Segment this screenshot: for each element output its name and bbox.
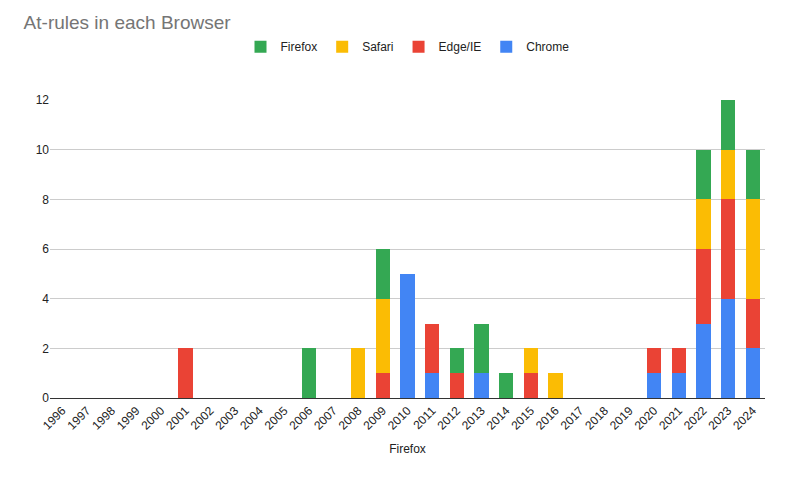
svg-text:4: 4	[42, 292, 49, 306]
svg-text:2021: 2021	[656, 404, 685, 433]
svg-text:Safari: Safari	[362, 40, 393, 54]
svg-text:6: 6	[42, 242, 49, 256]
svg-text:2008: 2008	[336, 404, 365, 433]
svg-text:2004: 2004	[237, 404, 266, 433]
svg-text:1996: 1996	[40, 404, 69, 433]
svg-text:Edge/IE: Edge/IE	[439, 40, 482, 54]
svg-text:At-rules in each Browser: At-rules in each Browser	[24, 12, 232, 33]
svg-text:1999: 1999	[114, 404, 143, 433]
svg-text:2006: 2006	[286, 404, 315, 433]
svg-text:2002: 2002	[188, 404, 217, 433]
svg-text:10: 10	[36, 143, 50, 157]
svg-text:2001: 2001	[163, 404, 192, 433]
svg-text:2005: 2005	[262, 404, 291, 433]
svg-text:2009: 2009	[360, 404, 389, 433]
svg-text:2024: 2024	[730, 404, 759, 433]
svg-text:2018: 2018	[582, 404, 611, 433]
svg-text:2014: 2014	[484, 404, 513, 433]
svg-text:2000: 2000	[139, 404, 168, 433]
svg-text:2019: 2019	[607, 404, 636, 433]
svg-text:2015: 2015	[508, 404, 537, 433]
svg-text:Firefox: Firefox	[281, 40, 318, 54]
svg-text:2007: 2007	[311, 404, 340, 433]
svg-text:2003: 2003	[212, 404, 241, 433]
svg-text:2012: 2012	[434, 404, 463, 433]
svg-text:12: 12	[36, 93, 50, 107]
svg-text:2013: 2013	[459, 404, 488, 433]
svg-text:1997: 1997	[65, 404, 94, 433]
svg-text:8: 8	[42, 193, 49, 207]
svg-text:1998: 1998	[89, 404, 118, 433]
svg-text:2020: 2020	[632, 404, 661, 433]
svg-text:Firefox: Firefox	[389, 442, 426, 456]
svg-text:2023: 2023	[706, 404, 735, 433]
svg-text:2016: 2016	[533, 404, 562, 433]
svg-text:2017: 2017	[558, 404, 587, 433]
svg-text:Chrome: Chrome	[526, 40, 569, 54]
svg-text:2011: 2011	[410, 404, 438, 432]
svg-text:2010: 2010	[385, 404, 414, 433]
svg-text:2: 2	[42, 342, 49, 356]
svg-text:0: 0	[42, 391, 49, 405]
svg-text:2022: 2022	[681, 404, 710, 433]
